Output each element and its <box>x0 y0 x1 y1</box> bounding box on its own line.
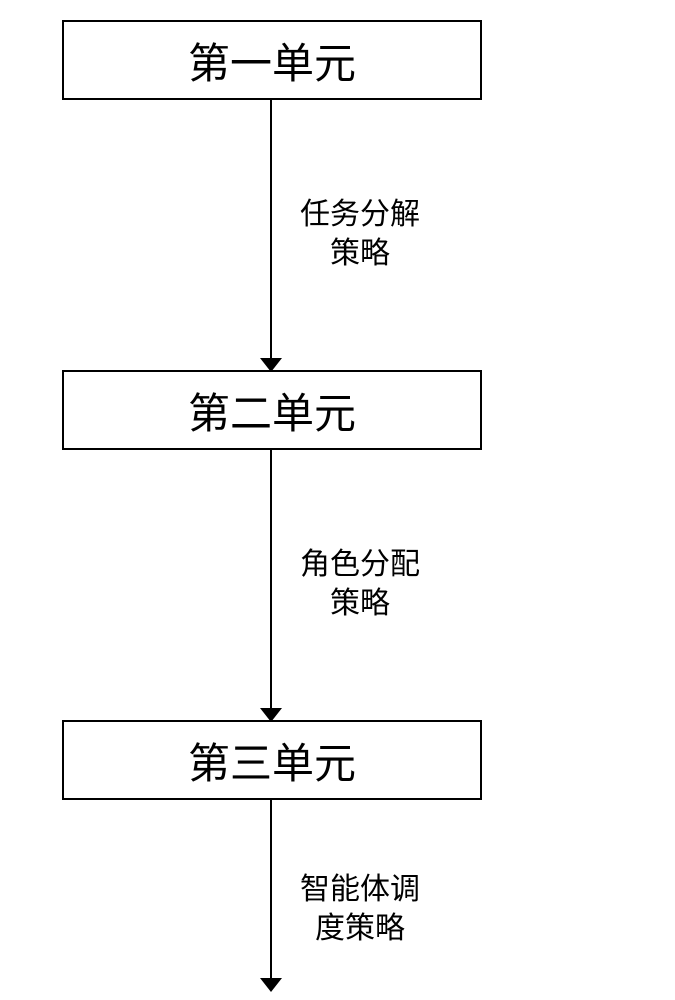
flowchart-node-unit2: 第二单元 <box>62 370 482 450</box>
node-label: 第三单元 <box>188 730 356 791</box>
edge-label-line1: 智能体调 <box>300 873 420 906</box>
edge-label-line2: 策略 <box>330 587 390 620</box>
flowchart-node-unit1: 第一单元 <box>62 20 482 100</box>
edge-line-3 <box>270 800 272 978</box>
edge-label-line2: 策略 <box>330 237 390 270</box>
node-label: 第二单元 <box>188 380 356 441</box>
flowchart-node-unit3: 第三单元 <box>62 720 482 800</box>
edge-label-line1: 角色分配 <box>300 548 420 581</box>
edge-label-line1: 任务分解 <box>300 198 420 231</box>
edge-label-line2: 度策略 <box>315 912 405 945</box>
edge-label-1: 任务分解 策略 <box>300 195 420 273</box>
edge-line-1 <box>270 100 272 358</box>
node-label: 第一单元 <box>188 30 356 91</box>
edge-arrowhead-3 <box>260 978 282 992</box>
edge-label-3: 智能体调 度策略 <box>300 870 420 948</box>
edge-label-2: 角色分配 策略 <box>300 545 420 623</box>
edge-line-2 <box>270 450 272 708</box>
